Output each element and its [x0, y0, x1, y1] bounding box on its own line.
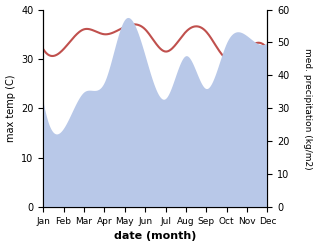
- Y-axis label: max temp (C): max temp (C): [5, 75, 16, 142]
- Y-axis label: med. precipitation (kg/m2): med. precipitation (kg/m2): [303, 48, 313, 169]
- X-axis label: date (month): date (month): [114, 231, 197, 242]
